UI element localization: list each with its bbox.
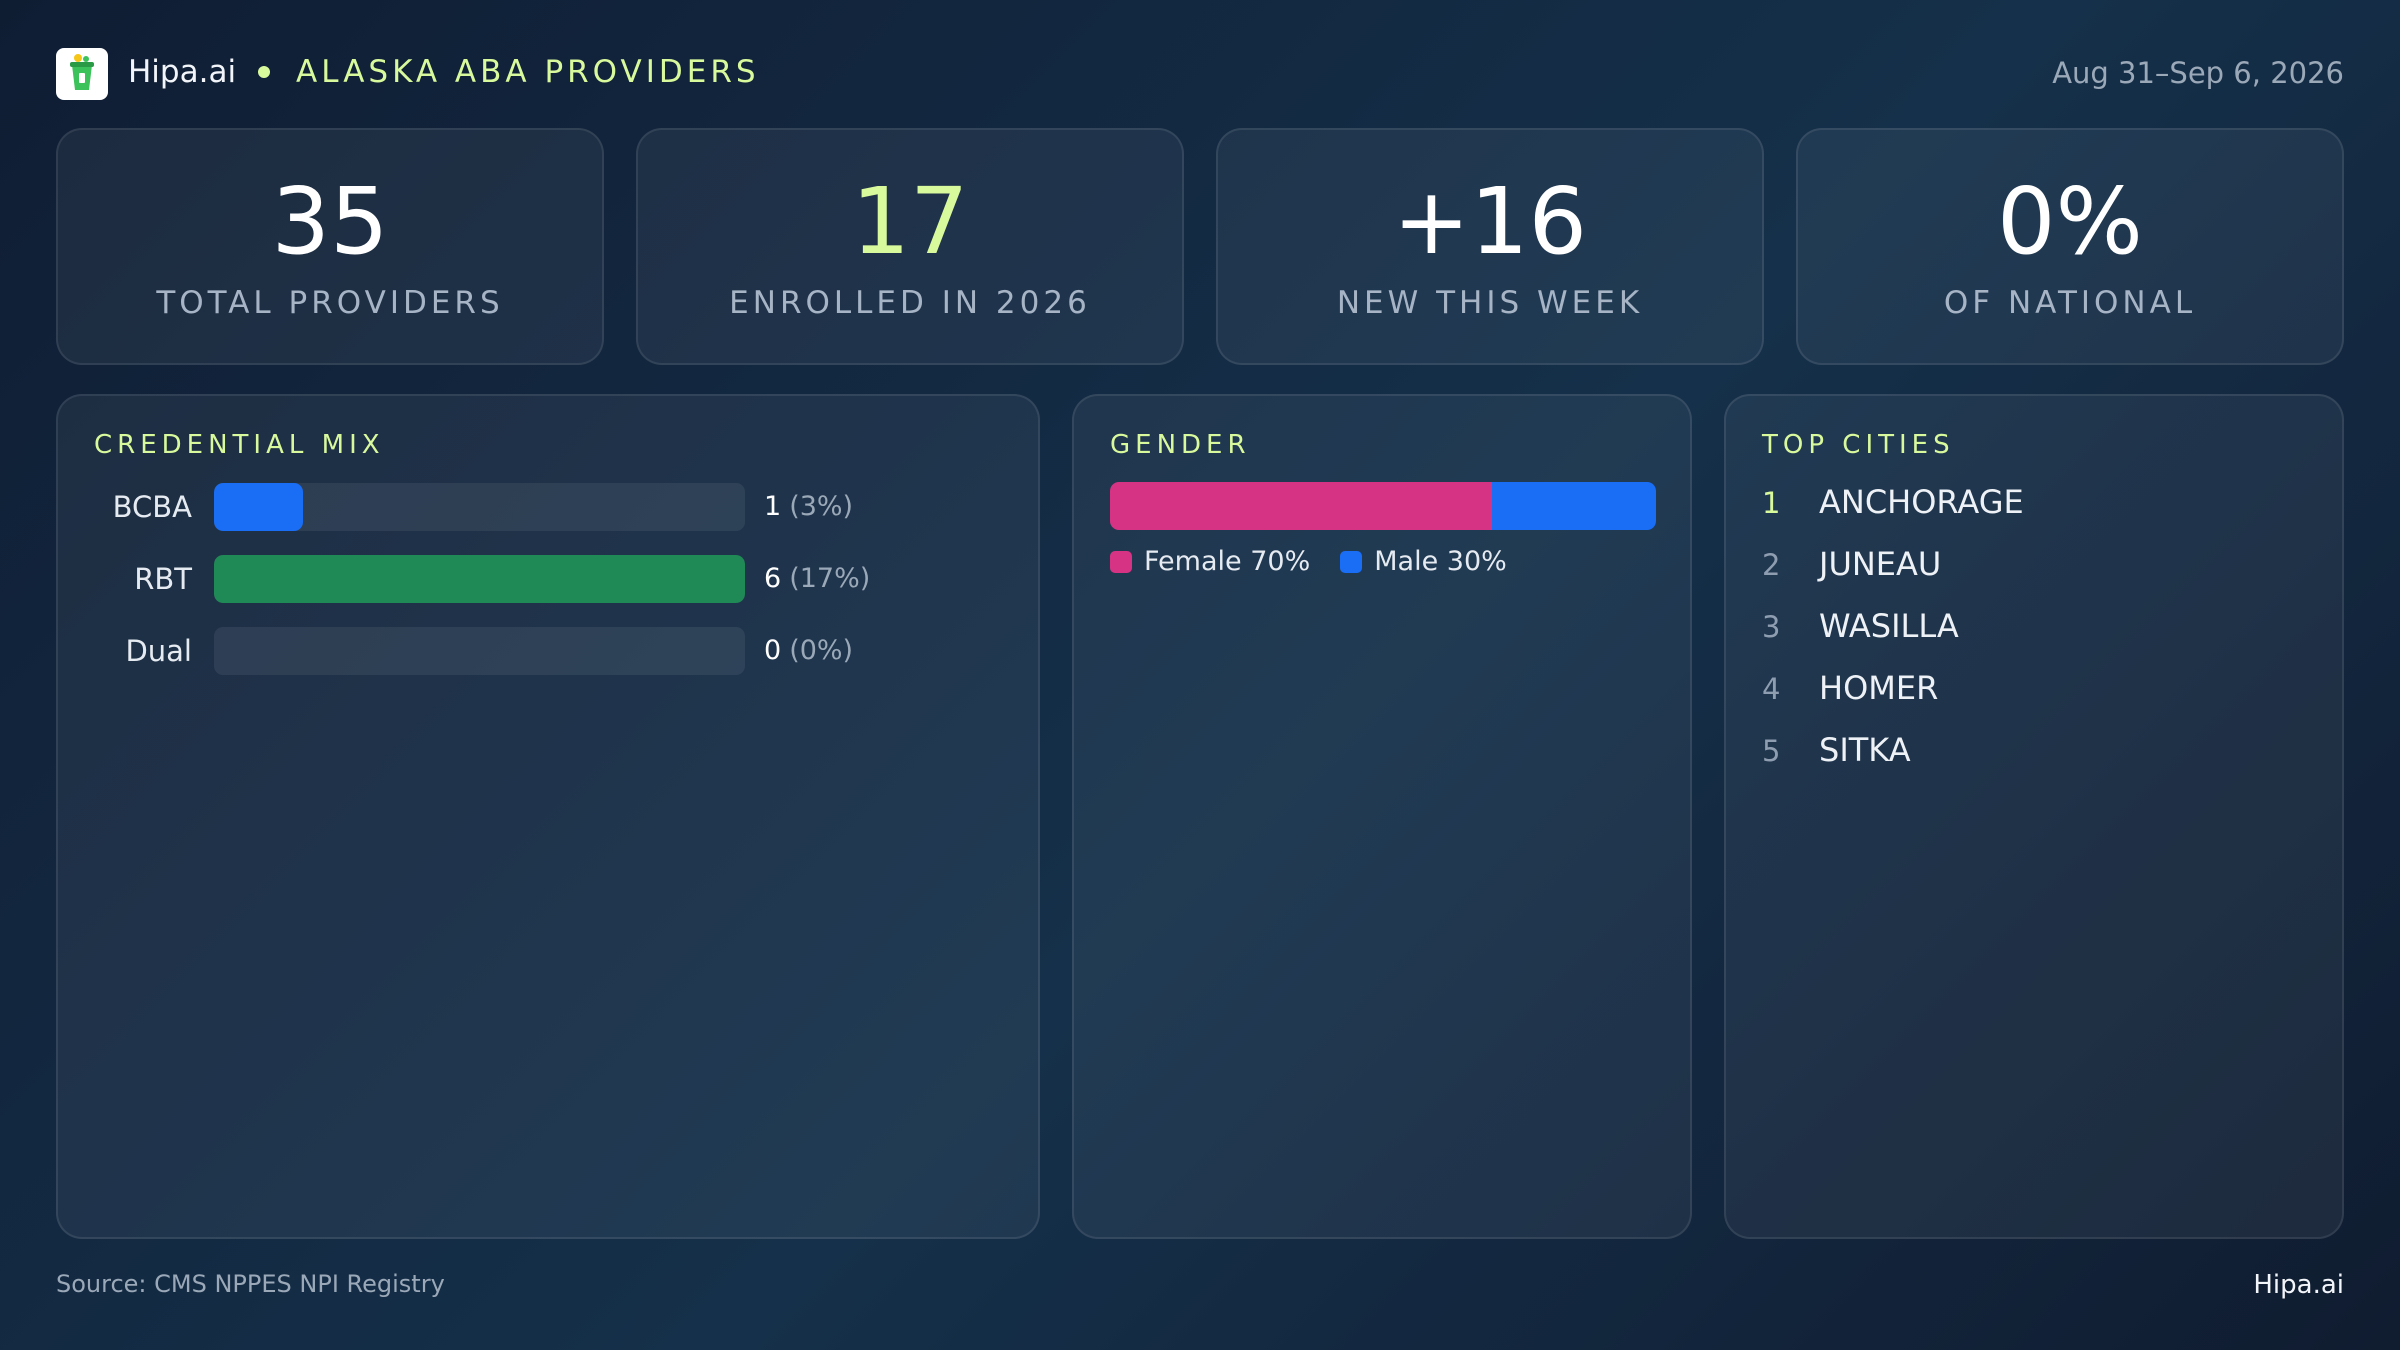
- stat-value: 17: [851, 168, 969, 275]
- bar: [214, 483, 303, 531]
- gender-panel: GENDER Female 70% Male 30%: [1072, 394, 1692, 1239]
- stat-card: 17 ENROLLED IN 2026: [636, 128, 1184, 365]
- city-row: 4 HOMER: [1762, 666, 1938, 710]
- bar-row: BCBA 1 (3%): [58, 483, 1038, 531]
- bar-label: Dual: [125, 634, 192, 668]
- date-range: Aug 31–Sep 6, 2026: [2052, 56, 2344, 90]
- value-label: 0 (0%): [764, 627, 853, 675]
- stat-label: TOTAL PROVIDERS: [156, 285, 504, 321]
- gender-bar: [1110, 482, 1656, 530]
- legend-item: Male 30%: [1340, 546, 1507, 577]
- city-name: ANCHORAGE: [1819, 483, 2024, 521]
- stat-value: 35: [271, 168, 389, 275]
- bar-label: BCBA: [112, 490, 192, 524]
- city-row: 2 JUNEAU: [1762, 542, 1941, 586]
- legend-swatch: [1110, 550, 1132, 573]
- legend-name: Female: [1144, 546, 1242, 577]
- bar-label: RBT: [134, 562, 192, 596]
- stat-card: 0% OF NATIONAL: [1796, 128, 2344, 365]
- panel-title: GENDER: [1110, 430, 1251, 460]
- stat-label: OF NATIONAL: [1943, 285, 2197, 321]
- legend-text: Male 30%: [1374, 546, 1507, 577]
- stat-value: +16: [1392, 168, 1588, 275]
- city-name: JUNEAU: [1819, 545, 1942, 583]
- value-label: 1 (3%): [764, 483, 853, 531]
- city-name: SITKA: [1819, 731, 1911, 769]
- city-name: WASILLA: [1819, 607, 1959, 645]
- legend-swatch: [1340, 550, 1363, 573]
- source-note: Source: CMS NPPES NPI Registry: [56, 1270, 445, 1298]
- bar-row: Dual 0 (0%): [58, 627, 1038, 675]
- legend-text: Female 70%: [1144, 546, 1310, 577]
- stat-card: 35 TOTAL PROVIDERS: [56, 128, 604, 365]
- value-percent: (17%): [789, 563, 871, 594]
- legend-value: 30%: [1446, 546, 1507, 577]
- legend: Female 70% Male 30%: [1110, 546, 1507, 577]
- city-row: 3 WASILLA: [1762, 604, 1959, 648]
- value-percent: (3%): [789, 491, 854, 522]
- stat-card: +16 NEW THIS WEEK: [1216, 128, 1764, 365]
- legend-item: Female 70%: [1110, 546, 1310, 577]
- city-rank: 3: [1762, 610, 1781, 644]
- panel-title: CREDENTIAL MIX: [94, 430, 385, 460]
- bar-track: [214, 555, 745, 603]
- credential-panel: CREDENTIAL MIX BCBA 1 (3%) RBT 6 (17%) Dual 0 (0…: [56, 394, 1040, 1239]
- value-count: 0: [764, 635, 782, 666]
- bar-row: RBT 6 (17%): [58, 555, 1038, 603]
- legend-value: 70%: [1250, 546, 1311, 577]
- legend-name: Male: [1374, 546, 1439, 577]
- logo: [56, 48, 108, 100]
- city-rank: 1: [1762, 486, 1781, 520]
- stat-label: NEW THIS WEEK: [1336, 285, 1644, 321]
- value-percent: (0%): [789, 635, 854, 666]
- value-count: 6: [764, 563, 782, 594]
- bar: [214, 555, 745, 603]
- stat-label: ENROLLED IN 2026: [729, 285, 1091, 321]
- bar-segment: [1110, 482, 1493, 530]
- city-rank: 4: [1762, 672, 1781, 706]
- value-count: 1: [764, 491, 782, 522]
- panel-title: TOP CITIES: [1762, 430, 1955, 460]
- brand: Hipa.ai: [128, 54, 237, 90]
- stat-value: 0%: [1997, 168, 2143, 275]
- city-rank: 5: [1762, 734, 1781, 768]
- city-row: 1 ANCHORAGE: [1762, 480, 2024, 524]
- bar-segment: [1492, 482, 1656, 530]
- page-title: ALASKA ABA PROVIDERS: [296, 54, 760, 90]
- bar-track: [214, 627, 745, 675]
- city-row: 5 SITKA: [1762, 728, 1911, 772]
- city-rank: 2: [1762, 548, 1781, 582]
- value-label: 6 (17%): [764, 555, 870, 603]
- city-name: HOMER: [1819, 669, 1939, 707]
- cities-panel: TOP CITIES 1 ANCHORAGE 2 JUNEAU 3 WASILLA 4 HOM…: [1724, 394, 2344, 1239]
- bar-track: [214, 483, 745, 531]
- footer-brand: Hipa.ai: [2253, 1270, 2344, 1300]
- separator-dot: [258, 66, 270, 78]
